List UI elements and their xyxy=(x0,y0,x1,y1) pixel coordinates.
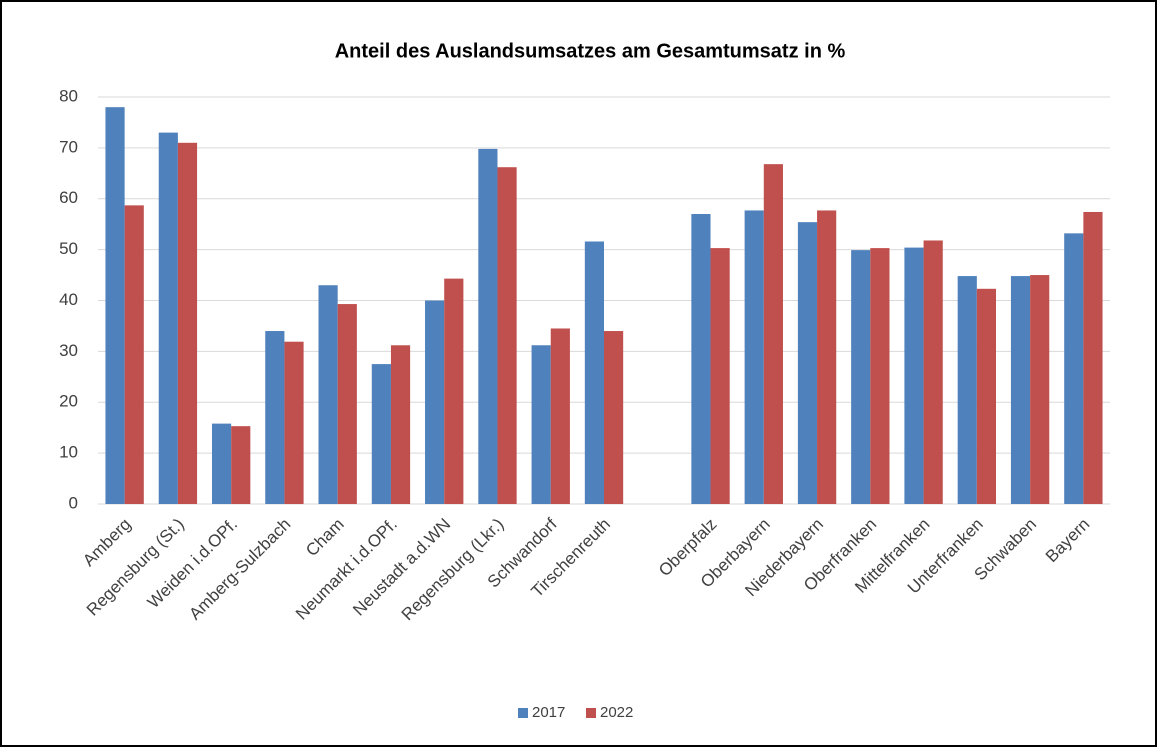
bar xyxy=(158,132,178,505)
y-tick-label: 80 xyxy=(59,86,78,105)
bar xyxy=(1030,275,1050,504)
y-tick-label: 10 xyxy=(59,443,78,462)
bar xyxy=(957,276,977,504)
bar xyxy=(211,423,232,504)
bar xyxy=(478,148,498,504)
bar xyxy=(1010,276,1031,504)
bar xyxy=(604,331,624,504)
y-tick-label: 20 xyxy=(59,392,78,411)
bar xyxy=(870,248,890,504)
bar xyxy=(177,142,198,504)
legend-swatch xyxy=(518,708,528,718)
bar xyxy=(744,210,764,505)
y-tick-label: 50 xyxy=(59,239,78,258)
bar xyxy=(584,241,604,505)
bar xyxy=(371,364,391,504)
chart-title: Anteil des Auslandsumsatzes am Gesamtums… xyxy=(335,40,846,62)
bar xyxy=(904,247,924,504)
bar xyxy=(231,426,251,504)
bar xyxy=(105,107,125,505)
y-tick-label: 0 xyxy=(69,493,78,512)
bar xyxy=(444,278,464,504)
bar xyxy=(124,205,144,504)
y-tick-label: 30 xyxy=(59,341,78,360)
bar xyxy=(1064,233,1084,504)
bar xyxy=(550,328,570,504)
bar xyxy=(390,345,411,504)
bar xyxy=(923,240,943,504)
bar xyxy=(337,304,357,504)
y-tick-label: 70 xyxy=(59,137,78,156)
y-tick-label: 60 xyxy=(59,188,78,207)
bar xyxy=(976,288,997,504)
bar xyxy=(497,167,517,504)
bar xyxy=(531,345,551,504)
bar xyxy=(851,250,871,504)
legend-label: 2017 xyxy=(532,704,565,721)
y-tick-label: 40 xyxy=(59,290,78,309)
bar xyxy=(425,300,445,504)
bar xyxy=(265,331,285,504)
bar xyxy=(710,248,730,504)
bar xyxy=(318,285,338,504)
bar xyxy=(797,222,818,504)
bar xyxy=(691,214,711,504)
bar xyxy=(763,164,783,504)
bar xyxy=(817,210,837,505)
bar xyxy=(1083,211,1103,505)
bar xyxy=(284,341,304,504)
legend-swatch xyxy=(586,708,596,718)
legend-label: 2022 xyxy=(600,704,633,721)
